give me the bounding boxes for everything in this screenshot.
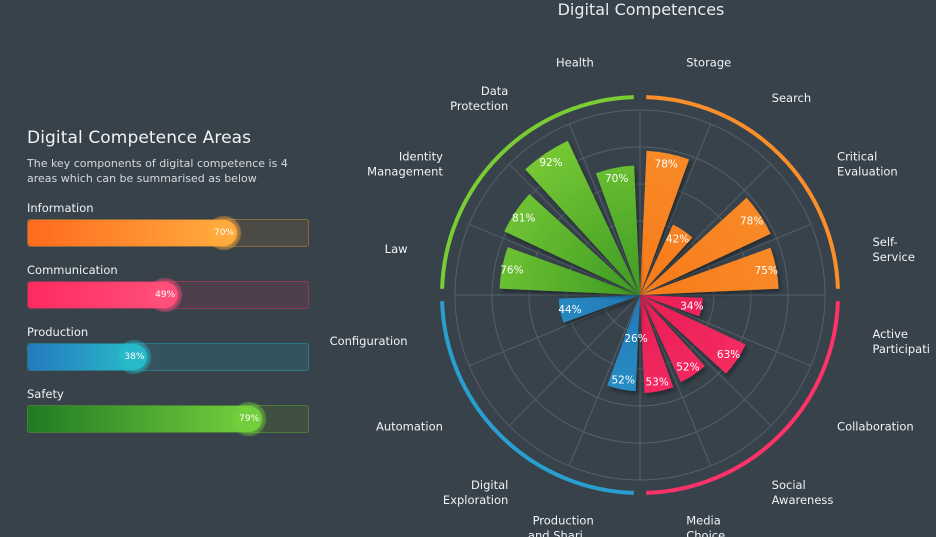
- value-label: 92%: [539, 157, 562, 169]
- progress-fill: [28, 220, 224, 246]
- grid-spoke: [639, 294, 772, 427]
- grid-spoke: [639, 123, 712, 296]
- grid-spoke: [508, 163, 641, 296]
- bar-data-protection: [525, 140, 640, 295]
- bar-critical-evaluation: [640, 197, 771, 295]
- bar-production-and-shari-: [607, 295, 640, 392]
- bar-identity-management: [504, 193, 640, 295]
- areas-list: Information 70% Communication 49% Production…: [27, 201, 317, 449]
- value-label: 53%: [646, 376, 669, 388]
- grid-spoke: [468, 223, 641, 296]
- center-value-label: 26%: [624, 333, 647, 345]
- progress-track: 79%: [27, 405, 309, 433]
- area-information: Information 70%: [27, 201, 317, 263]
- category-label: Media Choice: [686, 513, 725, 537]
- category-label: ActiveParticipation: [872, 327, 930, 356]
- bar-law: [499, 247, 640, 295]
- grid-spoke: [639, 163, 772, 296]
- value-label: 78%: [655, 158, 678, 170]
- area-label: Production: [27, 325, 89, 339]
- bar-collaboration: [640, 295, 746, 374]
- value-label: 44%: [558, 304, 581, 316]
- value-labels: 78% 42% 78% 75% 34% 63% 52% 53% 52% 44% 76% 81% 92% 7…: [500, 157, 778, 389]
- area-label: Safety: [27, 387, 64, 401]
- group-arc-safety: [440, 95, 634, 289]
- progress-track: 70%: [27, 219, 309, 247]
- progress-value-badge: 79%: [236, 406, 263, 432]
- value-label: 42%: [666, 234, 689, 246]
- area-safety: Safety 79%: [27, 387, 317, 449]
- category-label: Digital Exploration: [443, 478, 508, 507]
- area-communication: Communication 49%: [27, 263, 317, 325]
- bar-search: [640, 224, 693, 295]
- areas-description: The key components of digital competence…: [27, 157, 288, 185]
- value-label: 81%: [512, 212, 535, 224]
- grid-spoke: [639, 294, 712, 467]
- grid-spoke: [639, 223, 812, 296]
- category-label: Identity Management: [367, 149, 443, 178]
- category-label: Data Protection: [450, 84, 508, 113]
- category-label: Automation: [376, 420, 443, 434]
- bar-self-service: [640, 247, 779, 295]
- group-arc-communication: [646, 301, 840, 495]
- category-label: Storage: [686, 56, 731, 70]
- progress-fill: [28, 344, 135, 370]
- competence-areas-panel: Digital Competence Areas The key compone…: [27, 128, 317, 449]
- category-label: Social Awareness: [772, 478, 834, 507]
- area-label: Communication: [27, 263, 118, 277]
- bar-media-choice: [640, 295, 674, 393]
- category-label: Production and Shari...: [528, 513, 594, 537]
- category-label: Configuration: [330, 334, 408, 348]
- progress-fill: [28, 282, 166, 308]
- grid-spoke: [468, 294, 641, 367]
- category-label: Collaboration: [837, 420, 914, 434]
- group-arcs: [440, 95, 840, 495]
- category-label: Health: [556, 56, 594, 70]
- area-production: Production 38%: [27, 325, 317, 387]
- category-label: Law: [385, 242, 408, 256]
- bars: [499, 140, 779, 393]
- value-label: 70%: [605, 173, 628, 185]
- progress-value-badge: 38%: [121, 344, 148, 370]
- grid-spoke: [639, 294, 812, 367]
- bar-active-participation: [640, 295, 703, 317]
- group-arc-production: [440, 301, 634, 495]
- bar-social-awareness: [640, 295, 705, 383]
- polar-grid: [454, 109, 826, 481]
- progress-track: 38%: [27, 343, 309, 371]
- bar-configuration: [558, 295, 640, 323]
- grid-spoke: [508, 294, 641, 427]
- areas-title: Digital Competence Areas: [27, 128, 252, 148]
- area-label: Information: [27, 201, 94, 215]
- value-label: 34%: [680, 300, 703, 312]
- progress-track: 49%: [27, 281, 309, 309]
- value-label: 76%: [500, 265, 523, 277]
- category-label: Critical Evaluation: [837, 149, 898, 178]
- bar-storage: [640, 150, 690, 295]
- progress-value-badge: 49%: [152, 282, 179, 308]
- value-label: 63%: [717, 349, 740, 361]
- value-label: 52%: [612, 375, 635, 387]
- value-label: 78%: [740, 215, 763, 227]
- grid-spoke: [568, 294, 641, 467]
- polar-bar-chart: Storage Search Critical Evaluation Self-Serv…: [330, 56, 930, 537]
- value-label: 75%: [755, 265, 778, 277]
- chart-title: Digital Competences: [557, 0, 725, 19]
- category-labels: Storage Search Critical Evaluation Self-Serv…: [330, 56, 930, 537]
- category-label: Search: [772, 91, 812, 105]
- group-arc-information: [646, 95, 840, 289]
- progress-fill: [28, 406, 250, 432]
- progress-value-badge: 70%: [211, 220, 237, 246]
- category-label: Self-Service: [872, 235, 915, 264]
- bar-health: [595, 165, 640, 295]
- value-label: 52%: [676, 362, 699, 374]
- grid-spoke: [568, 123, 641, 296]
